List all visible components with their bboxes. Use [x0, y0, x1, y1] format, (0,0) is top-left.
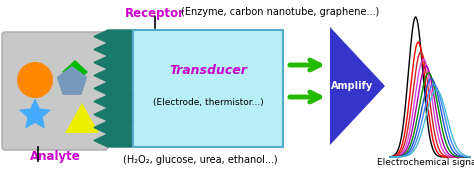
Text: Analyte: Analyte	[30, 150, 81, 163]
Polygon shape	[62, 60, 88, 84]
Text: Transducer: Transducer	[169, 64, 247, 78]
Text: Receptor: Receptor	[125, 7, 185, 20]
Text: Electrochemical signals: Electrochemical signals	[377, 158, 474, 167]
Text: (Electrode, thermistor...): (Electrode, thermistor...)	[153, 98, 264, 107]
Text: (H₂O₂, glucose, urea, ethanol...): (H₂O₂, glucose, urea, ethanol...)	[123, 155, 277, 165]
Polygon shape	[94, 30, 147, 147]
Polygon shape	[57, 66, 87, 95]
Polygon shape	[65, 103, 99, 133]
Circle shape	[17, 62, 53, 98]
Polygon shape	[330, 27, 385, 145]
FancyBboxPatch shape	[133, 30, 283, 147]
Text: Amplify: Amplify	[331, 81, 373, 91]
Text: (Enzyme, carbon nanotube, graphene...): (Enzyme, carbon nanotube, graphene...)	[181, 7, 379, 17]
Polygon shape	[19, 98, 51, 129]
FancyBboxPatch shape	[2, 32, 108, 150]
